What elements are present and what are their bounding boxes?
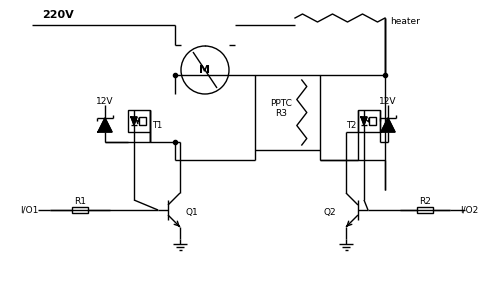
Text: T1: T1	[152, 121, 162, 130]
Text: 12V: 12V	[380, 97, 397, 106]
Circle shape	[181, 46, 229, 94]
Bar	[72, 207, 88, 213]
Polygon shape	[361, 117, 367, 125]
Text: I/O2: I/O2	[460, 206, 478, 215]
Text: M: M	[200, 65, 210, 75]
Bar	[369, 117, 376, 125]
Polygon shape	[381, 118, 395, 132]
Bar	[417, 207, 433, 213]
Bar	[358, 110, 380, 132]
Text: T2: T2	[346, 121, 356, 130]
Text: R2: R2	[419, 197, 431, 206]
Text: Q2: Q2	[324, 208, 336, 217]
Polygon shape	[98, 118, 112, 132]
Text: R3: R3	[275, 110, 287, 119]
Bar	[139, 117, 146, 125]
Text: 12V: 12V	[96, 97, 114, 106]
Text: R1: R1	[74, 197, 86, 206]
Text: heater: heater	[390, 17, 420, 26]
Bar	[128, 110, 150, 132]
Polygon shape	[131, 117, 137, 125]
Text: PPTC: PPTC	[270, 99, 292, 108]
Text: 220V: 220V	[42, 10, 74, 20]
Text: I/O1: I/O1	[20, 206, 38, 215]
Text: Q1: Q1	[186, 208, 199, 217]
Bar	[255, 75, 320, 150]
